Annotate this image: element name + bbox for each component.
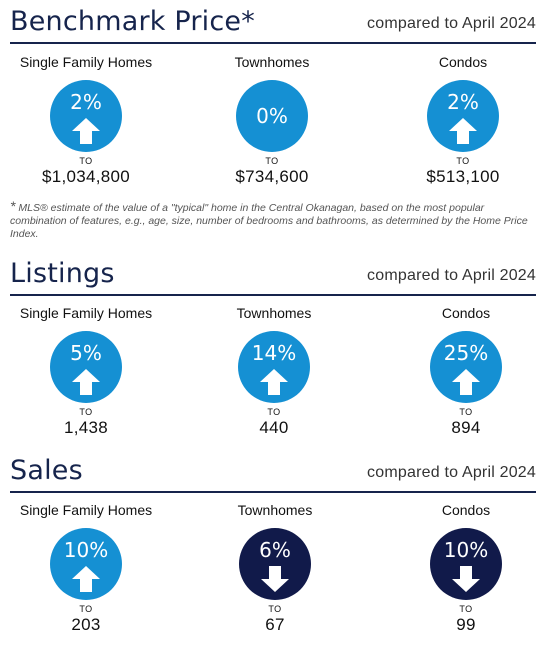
listings-single-family-change-badge: 5% <box>50 331 122 403</box>
benchmark-single-family-change-badge: 2% <box>50 80 122 152</box>
listings-comparison: compared to April 2024 <box>367 267 536 284</box>
sales-condos-pct: 10% <box>443 538 489 562</box>
listings-townhomes-change-badge: 14% <box>238 331 310 403</box>
sales-header: Sales compared to April 2024 <box>0 455 550 495</box>
benchmark-price-divider <box>10 42 536 44</box>
benchmark-price-title: Benchmark Price* <box>10 6 255 37</box>
sales-condos-label: Condos <box>441 502 491 518</box>
benchmark-condos-value: $513,100 <box>426 167 500 186</box>
listings-townhomes-pct: 14% <box>251 341 297 365</box>
benchmark-condos-pct: 2% <box>447 90 479 114</box>
arrow-up-icon <box>72 369 100 395</box>
benchmark-townhomes-pct: 0% <box>256 104 288 128</box>
benchmark-townhomes-label: Townhomes <box>234 54 310 70</box>
benchmark-condos-to: TO <box>456 156 470 166</box>
listings-condos-card: Condos 25% TO 894 <box>381 305 550 438</box>
arrow-up-icon <box>452 369 480 395</box>
listings-single-family-label: Single Family Homes <box>19 305 153 321</box>
benchmark-single-family-card: Single Family Homes 2% TO $1,034,800 <box>1 54 171 187</box>
sales-title: Sales <box>10 455 83 486</box>
sales-single-family-value: 203 <box>71 615 101 634</box>
sales-section: Sales compared to April 2024 Single Fami… <box>0 455 550 634</box>
arrow-down-icon <box>261 566 289 592</box>
listings-townhomes-value: 440 <box>259 418 289 437</box>
listings-condos-pct: 25% <box>443 341 489 365</box>
listings-condos-label: Condos <box>441 305 491 321</box>
arrow-up-icon <box>449 118 477 144</box>
benchmark-single-family-value: $1,034,800 <box>41 167 131 186</box>
sales-townhomes-change-badge: 6% <box>239 528 311 600</box>
sales-divider <box>10 491 536 493</box>
arrow-down-icon <box>452 566 480 592</box>
sales-condos-change-badge: 10% <box>430 528 502 600</box>
listings-header: Listings compared to April 2024 <box>0 258 550 298</box>
sales-townhomes-value: 67 <box>265 615 285 634</box>
listings-condos-value: 894 <box>451 418 481 437</box>
sales-single-family-pct: 10% <box>63 538 109 562</box>
footnote-asterisk: * <box>10 198 16 214</box>
benchmark-single-family-label: Single Family Homes <box>19 54 153 70</box>
listings-single-family-value: 1,438 <box>63 418 109 437</box>
benchmark-footnote: * MLS® estimate of the value of a "typic… <box>10 198 536 241</box>
arrow-up-icon <box>72 566 100 592</box>
sales-townhomes-card: Townhomes 6% TO 67 <box>190 502 360 635</box>
listings-single-family-pct: 5% <box>70 341 102 365</box>
listings-single-family-to: TO <box>79 407 93 417</box>
sales-townhomes-label: Townhomes <box>237 502 313 518</box>
listings-condos-change-badge: 25% <box>430 331 502 403</box>
benchmark-townhomes-value: $734,600 <box>235 167 309 186</box>
listings-divider <box>10 294 536 296</box>
sales-single-family-change-badge: 10% <box>50 528 122 600</box>
sales-single-family-card: Single Family Homes 10% TO 203 <box>1 502 171 635</box>
benchmark-townhomes-change-badge: 0% <box>236 80 308 152</box>
listings-section: Listings compared to April 2024 Single F… <box>0 258 550 437</box>
sales-townhomes-to: TO <box>268 604 282 614</box>
arrow-up-icon <box>260 369 288 395</box>
sales-single-family-to: TO <box>79 604 93 614</box>
listings-townhomes-label: Townhomes <box>236 305 312 321</box>
listings-title: Listings <box>10 258 115 289</box>
benchmark-condos-label: Condos <box>438 54 488 70</box>
benchmark-condos-change-badge: 2% <box>427 80 499 152</box>
benchmark-single-family-to: TO <box>79 156 93 166</box>
sales-single-family-label: Single Family Homes <box>19 502 153 518</box>
listings-single-family-card: Single Family Homes 5% TO 1,438 <box>1 305 171 438</box>
listings-townhomes-to: TO <box>267 407 281 417</box>
benchmark-price-section: Benchmark Price* compared to April 2024 … <box>0 6 550 240</box>
benchmark-single-family-pct: 2% <box>70 90 102 114</box>
listings-condos-to: TO <box>459 407 473 417</box>
benchmark-price-header: Benchmark Price* compared to April 2024 <box>0 6 550 46</box>
benchmark-condos-card: Condos 2% TO $513,100 <box>378 54 548 187</box>
arrow-up-icon <box>72 118 100 144</box>
benchmark-townhomes-card: Townhomes 0% TO $734,600 <box>187 54 357 187</box>
benchmark-price-comparison: compared to April 2024 <box>367 15 536 32</box>
sales-condos-card: Condos 10% TO 99 <box>381 502 550 635</box>
sales-comparison: compared to April 2024 <box>367 464 536 481</box>
benchmark-townhomes-to: TO <box>265 156 279 166</box>
footnote-text: MLS® estimate of the value of a "typical… <box>10 202 528 240</box>
sales-townhomes-pct: 6% <box>259 538 291 562</box>
sales-condos-to: TO <box>459 604 473 614</box>
sales-condos-value: 99 <box>456 615 476 634</box>
listings-townhomes-card: Townhomes 14% TO 440 <box>189 305 359 438</box>
